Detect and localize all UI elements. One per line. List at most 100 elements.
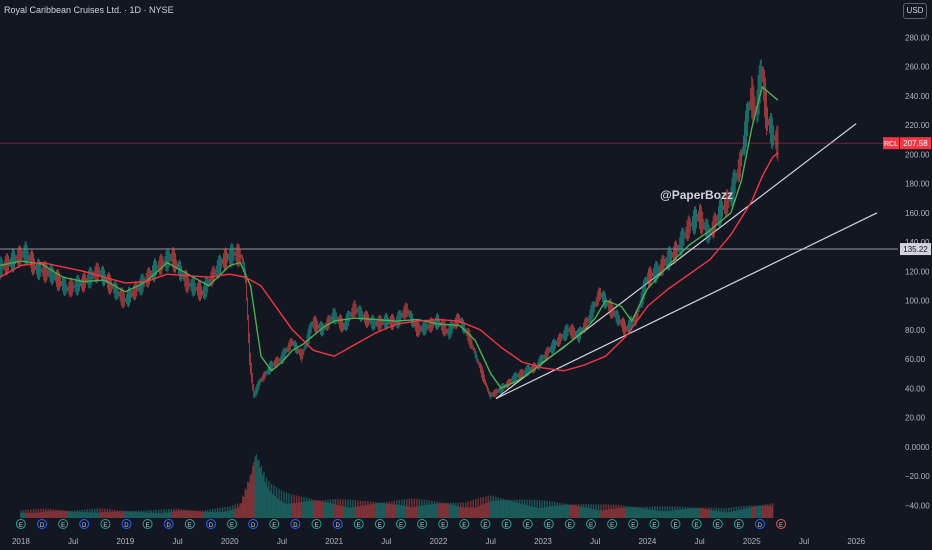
volume-bar [345,507,348,518]
volume-bar [716,511,719,518]
volume-bar [552,506,555,518]
volume-bar [273,485,275,518]
volume-bar [46,511,48,518]
volume-bar [487,495,489,518]
volume-bar [245,489,248,518]
volume-bar [325,502,328,518]
earnings-marker: D [121,519,132,529]
volume-bar [284,503,286,518]
volume-bar [116,510,119,518]
volume-bar [705,507,707,518]
volume-bar [597,504,600,518]
volume-bar [581,506,583,518]
volume-bar [292,503,294,518]
volume-bar [733,507,735,518]
volume-bar [673,510,675,518]
volume-bar [755,505,758,518]
volume-bar [211,508,214,518]
volume-bar [468,507,471,518]
marker-circle [374,519,385,529]
volume-bar [373,503,375,518]
earnings-marker: E [628,519,639,529]
volume-bar [698,507,700,518]
volume-bar [223,511,225,518]
x-tick-label: Jul [486,537,496,546]
volume-bar [540,507,542,518]
volume-bar [95,512,97,518]
volume-bar [582,504,585,518]
volume-bar [632,506,635,518]
earnings-marker: E [522,519,533,529]
volume-bar [448,504,451,518]
volume-bar [142,510,145,518]
y-tick-label: 0.0000 [905,443,930,452]
marker-circle [332,519,343,529]
volume-bar [285,492,288,518]
volume-bar [569,504,571,518]
volume-bar [548,501,551,518]
volume-bar [393,500,395,518]
volume-bar [309,500,312,518]
x-tick-label: Jul [694,537,704,546]
volume-bar [234,504,236,518]
volume-bar [92,512,95,518]
volume-bar [456,505,458,518]
volume-bar [710,507,712,518]
volume-bar [361,505,363,518]
volume-bar [320,501,323,518]
y-tick-label: 100.00 [905,297,930,306]
volume-bar [160,509,162,518]
volume-bar [419,505,422,518]
currency-button[interactable]: USD [903,3,927,19]
volume-bar [466,507,468,518]
volume-bar [671,506,674,518]
volume-bar [313,499,315,518]
volume-bar [268,480,270,518]
volume-bar [81,509,83,518]
volume-bar [482,497,484,518]
volume-bar [94,508,96,518]
volume-bar [521,499,523,518]
volume-bar [635,507,637,518]
volume-bar [719,511,721,518]
volume-bar [175,508,177,518]
volume-bar [768,505,770,518]
volume-bar [384,503,387,518]
volume-bar [35,509,37,518]
volume-bar [269,491,271,518]
marker-letter: D [167,523,172,529]
marker-letter: E [103,523,107,529]
volume-bar [561,503,563,518]
volume-bar [67,511,70,518]
volume-bar [26,512,28,518]
volume-bar [741,509,744,518]
marker-letter: D [40,523,45,529]
volume-bar [422,505,424,518]
volume-bar [51,510,53,518]
volume-bar [555,505,557,518]
volume-bar [518,499,521,518]
earnings-marker: E [417,519,428,529]
volume-bar [69,510,71,518]
volume-bar [407,506,409,518]
volume-bar [111,509,114,518]
earnings-marker: D [205,519,216,529]
volume-bar [510,500,512,518]
marker-circle [15,519,26,529]
volume-bar [99,508,101,518]
volume-bar [662,511,665,518]
volume-bar [366,505,368,518]
marker-circle [290,519,301,529]
volume-bar [185,509,187,518]
volume-bar [75,511,77,518]
volume-bar [604,510,606,518]
earnings-marker: E [374,519,385,529]
y-axis: 280.00 260.00 240.00 220.00 200.00 180.00 160.… [905,33,930,510]
x-tick-label: Jul [799,537,809,546]
volume-bar [624,507,626,518]
marker-letter: E [652,523,656,529]
volume-bar [259,467,261,518]
earnings-marker: D [332,519,343,529]
volume-bar [332,499,334,518]
